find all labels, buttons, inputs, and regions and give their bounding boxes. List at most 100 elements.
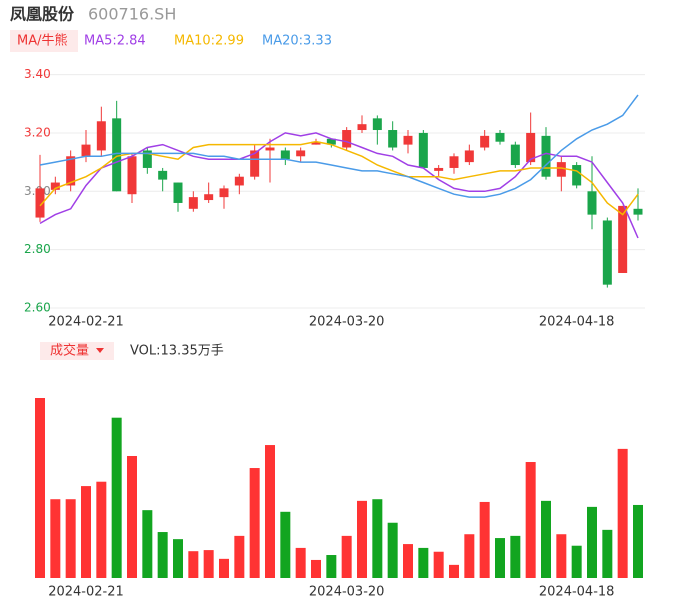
volume-bar [602, 529, 613, 578]
y-tick-label: 3.40 [24, 67, 51, 81]
volume-bar [35, 398, 45, 578]
y-tick-label: 3.20 [24, 125, 51, 139]
volume-bar [403, 544, 413, 578]
candle-body [296, 150, 306, 157]
volume-bar [372, 499, 383, 578]
candle-body [495, 132, 505, 142]
volume-bar [449, 564, 459, 578]
ma-line [39, 94, 639, 198]
volume-bar [111, 417, 122, 578]
volume-bar [142, 510, 153, 578]
candle-body [510, 144, 520, 166]
candle-body [526, 132, 536, 163]
stock-code: 600716.SH [88, 5, 176, 24]
candle-body [204, 194, 214, 201]
volume-bar [203, 550, 214, 578]
candle-body [326, 138, 336, 145]
volume-bar [341, 535, 352, 578]
volume-bar [418, 547, 429, 578]
volume-button[interactable]: 成交量 [50, 343, 89, 359]
candle-body [81, 144, 91, 157]
legend-entry: MA20:3.33 [262, 34, 332, 49]
volume-bar [357, 500, 367, 578]
candle-body [234, 176, 244, 186]
legend-entry: MA5:2.84 [84, 34, 146, 49]
volume-bar [633, 504, 643, 578]
candle-body [572, 165, 582, 186]
x-tick-label: 2024-03-20 [309, 585, 385, 600]
volume-bar [525, 462, 536, 578]
volume-bar [311, 559, 321, 578]
candle-body [112, 118, 122, 192]
volume-bar [219, 558, 229, 578]
volume-bar [387, 522, 398, 578]
volume-bar [495, 538, 505, 578]
candle-body [556, 162, 566, 177]
candle-body [357, 124, 367, 131]
candle-body [633, 208, 643, 215]
volume-bar [587, 506, 597, 578]
volume-bar [464, 534, 475, 578]
x-tick-label: 2024-04-18 [539, 585, 615, 600]
candle-body [403, 135, 413, 145]
candle-body [280, 150, 290, 160]
candle-body [618, 205, 628, 273]
x-tick-label: 2024-04-18 [539, 315, 615, 330]
volume-bar [326, 555, 337, 578]
candle-body [250, 150, 260, 177]
ma-button-bg[interactable] [10, 30, 78, 52]
candle-body [342, 130, 352, 148]
candle-body [541, 135, 551, 177]
volume-bar [157, 532, 168, 578]
y-tick-label: 2.60 [24, 301, 51, 315]
candle-body [142, 150, 152, 168]
candle-body [219, 188, 229, 198]
volume-bar [50, 499, 61, 578]
ma-button[interactable]: MA/牛熊 [17, 33, 68, 49]
volume-bar [433, 551, 444, 578]
volume-bar [249, 468, 260, 578]
candle-body [388, 130, 398, 148]
x-tick-label: 2024-03-20 [309, 315, 385, 330]
volume-bar [234, 535, 245, 578]
volume-label: VOL:13.35万手 [130, 344, 224, 359]
ma-line [39, 132, 639, 239]
volume-bar [265, 445, 275, 578]
candle-body [449, 156, 459, 168]
volume-bar [479, 501, 490, 578]
candle-body [418, 132, 428, 168]
volume-bar [617, 448, 628, 578]
candle-body [35, 188, 45, 218]
volume-bar [65, 499, 76, 578]
volume-bar [295, 547, 306, 578]
volume-bar [81, 486, 91, 578]
volume-bar [556, 534, 567, 578]
candle-body [602, 220, 612, 285]
volume-bar [173, 539, 183, 578]
volume-bar [188, 551, 199, 578]
candle-body [173, 182, 183, 203]
candle-body [587, 191, 597, 215]
legend-entry: MA10:2.99 [174, 34, 244, 49]
volume-bar [280, 511, 291, 578]
volume-bar [127, 455, 137, 578]
candle-body [50, 182, 60, 190]
candle-body [464, 150, 474, 163]
volume-bar [96, 481, 107, 578]
volume-bar [571, 545, 582, 578]
volume-button-bg[interactable] [40, 342, 114, 360]
y-tick-label: 2.80 [24, 242, 51, 256]
stock-name: 凤凰股份 [10, 5, 75, 24]
candle-body [96, 121, 106, 151]
x-tick-label: 2024-02-21 [48, 585, 124, 600]
candle-body [66, 156, 76, 186]
candle-body [311, 141, 321, 145]
candle-body [265, 147, 275, 151]
candle-body [158, 170, 168, 180]
dropdown-arrow[interactable] [96, 348, 104, 353]
x-tick-label: 2024-02-21 [48, 315, 124, 330]
volume-bar [541, 500, 551, 578]
candle-body [434, 167, 444, 171]
